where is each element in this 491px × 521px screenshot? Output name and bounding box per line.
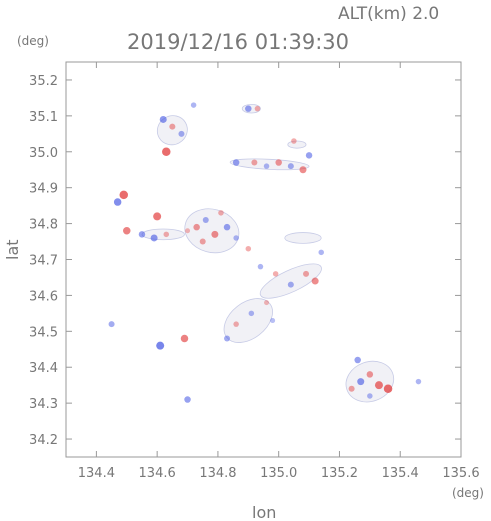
x-tick-label: 135.0 [260, 466, 297, 481]
data-cell [272, 271, 279, 277]
data-cell [180, 334, 189, 343]
y-tick-label: 34.7 [29, 254, 58, 269]
y-tick-label: 34.2 [29, 433, 58, 448]
data-cell [233, 321, 239, 327]
data-cell [199, 238, 206, 245]
y-tick-label: 35.0 [29, 146, 58, 161]
data-cell [251, 159, 258, 166]
data-cell [223, 223, 231, 231]
x-tick-label: 134.6 [139, 466, 176, 481]
data-cell [357, 378, 365, 386]
y-tick-label: 34.8 [29, 218, 58, 233]
echo-region [229, 158, 310, 171]
altitude-label: ALT(km) 2.0 [338, 4, 439, 24]
x-tick-label: 134.8 [199, 466, 236, 481]
y-tick-label: 34.4 [29, 361, 58, 376]
data-cell [291, 138, 297, 144]
data-cell [163, 231, 170, 238]
y-tick-label: 35.2 [29, 74, 58, 89]
data-cell [138, 231, 146, 238]
data-cell [156, 341, 165, 350]
data-cell [254, 105, 261, 112]
data-cell [264, 300, 270, 306]
data-cell [218, 210, 224, 216]
data-cell [383, 384, 393, 394]
timestamp-title: 2019/12/16 01:39:30 [127, 30, 349, 54]
data-cell [123, 227, 131, 235]
x-axis-label: lon [252, 503, 276, 521]
echo-region [284, 232, 322, 244]
data-cell [257, 263, 264, 270]
y-tick-label: 34.3 [29, 397, 58, 412]
y-axis: 34.2 34.3 34.4 34.5 34.6 34.7 34.8 34.9 35.0 35.1… [29, 74, 461, 448]
data-cell [178, 130, 185, 137]
data-cell [232, 159, 240, 166]
data-cell [233, 235, 239, 241]
data-cells [108, 102, 422, 403]
data-cell [415, 378, 422, 385]
data-cell [224, 335, 231, 342]
data-cell [311, 277, 319, 285]
data-cell [185, 228, 191, 234]
data-cell [113, 198, 122, 206]
data-cell [245, 105, 252, 112]
data-cell [211, 230, 219, 238]
data-cell [119, 190, 128, 200]
data-cell [162, 147, 171, 157]
y-tick-label: 35.1 [29, 110, 58, 125]
data-cell [150, 234, 158, 242]
x-tick-label: 135.2 [321, 466, 358, 481]
data-cell [159, 115, 167, 123]
echo-regions [141, 103, 395, 403]
data-cell [303, 270, 310, 277]
echo-region [259, 263, 322, 299]
data-cell [193, 223, 200, 231]
data-cell [108, 321, 115, 328]
data-cell [270, 318, 276, 324]
data-cell [367, 393, 373, 399]
x-tick-label: 135.6 [442, 466, 479, 481]
data-cell [366, 371, 374, 378]
x-tick-label: 134.4 [78, 466, 115, 481]
y-unit-label: (deg) [17, 34, 49, 48]
data-cell [348, 385, 355, 392]
data-cell [354, 356, 361, 364]
data-cell [184, 396, 191, 403]
data-cell [299, 166, 307, 174]
y-axis-label: lat [3, 239, 22, 260]
data-cell [153, 212, 162, 221]
data-cell [287, 281, 294, 288]
x-unit-label: (deg) [452, 486, 484, 500]
data-cell [275, 159, 282, 166]
echo-region [223, 298, 273, 343]
data-cell [263, 163, 270, 169]
data-cell [169, 123, 176, 130]
data-cell [202, 217, 209, 223]
data-cell [287, 163, 294, 170]
data-cell [245, 245, 252, 252]
echo-region [287, 140, 307, 149]
echo-region [184, 208, 240, 254]
echo-region [141, 228, 185, 241]
data-cell [248, 310, 255, 317]
y-tick-label: 34.5 [29, 325, 58, 340]
y-tick-label: 34.6 [29, 289, 58, 304]
data-cell [305, 152, 313, 159]
y-tick-label: 34.9 [29, 182, 58, 197]
data-cell [190, 102, 197, 108]
data-cell [318, 249, 324, 256]
x-axis: 134.4 134.6 134.8 135.0 135.2 135.4 135.6 [78, 62, 480, 481]
x-tick-label: 135.4 [382, 466, 419, 481]
echo-region [345, 360, 395, 403]
data-cell [374, 381, 383, 390]
